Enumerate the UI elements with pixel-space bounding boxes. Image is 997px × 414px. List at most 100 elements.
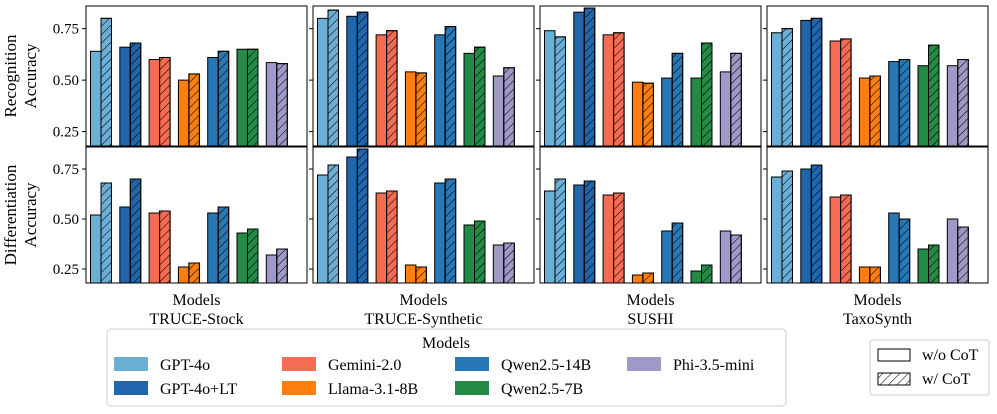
bar-wo-cot — [207, 56, 219, 147]
bar-wo-cot — [573, 184, 585, 284]
x-axis-label: Models — [627, 292, 675, 309]
bar-wo-cot — [463, 52, 475, 147]
legend-swatch — [455, 357, 489, 371]
bar-wo-cot — [602, 34, 615, 147]
dataset-label: TRUCE-Synthetic — [364, 311, 482, 328]
legend-swatch — [114, 357, 148, 371]
bar-wo-cot — [177, 79, 190, 147]
legend-frame — [106, 328, 787, 407]
models-legend: Models GPT-4o GPT-4o+LT Gemini-2.0 Llama-3.1… — [106, 328, 787, 407]
bar-w-cot-hatch — [276, 63, 288, 147]
panels-layer: Recognition Accuracy 0.25 0.50 0.75 Different… — [1, 5, 989, 328]
legend-label: Qwen2.5-14B — [501, 357, 591, 374]
bar-wo-cot — [492, 244, 505, 284]
row-title-1: DifferentiationAccuracy — [1, 164, 40, 265]
bar-wo-cot — [719, 71, 732, 147]
bar-w-cot-hatch — [356, 11, 369, 147]
bar-wo-cot — [800, 168, 812, 284]
bar-w-cot-hatch — [671, 52, 684, 147]
panel-frame — [312, 146, 535, 284]
bar-w-cot-hatch — [327, 9, 339, 147]
y-tick-label: 0.25 — [53, 125, 79, 141]
x-axis-label: Models — [854, 292, 902, 309]
panel-0-1 — [309, 5, 535, 147]
bar-wo-cot — [888, 212, 900, 284]
bar-w-cot-hatch — [415, 266, 427, 284]
legend-swatch — [282, 381, 316, 395]
bar-w-cot-hatch — [217, 206, 230, 284]
bar-wo-cot — [888, 61, 900, 147]
legend-swatch — [455, 381, 489, 395]
bar-wo-cot — [858, 77, 871, 147]
bar-w-cot-hatch — [642, 82, 654, 147]
bar-w-cot-hatch — [188, 262, 200, 284]
bar-w-cot-hatch — [247, 48, 259, 147]
panel-1-3: Models TaxoSynth — [763, 146, 989, 328]
bar-w-cot-hatch — [613, 32, 625, 147]
bar-wo-cot — [917, 65, 929, 147]
bar-wo-cot — [946, 65, 959, 147]
bar-wo-cot — [317, 17, 329, 147]
bar-w-cot-hatch — [613, 192, 625, 284]
bar-wo-cot — [858, 266, 871, 284]
bar-w-cot-hatch — [671, 222, 684, 284]
bar-wo-cot — [148, 59, 161, 147]
dataset-label: SUSHI — [627, 311, 673, 328]
bar-w-cot-hatch — [386, 190, 398, 284]
bar-wo-cot — [434, 182, 446, 284]
row-title-line: Recognition — [1, 34, 20, 118]
panel-0-2 — [536, 5, 762, 147]
bar-w-cot-hatch — [217, 50, 230, 147]
bar-w-cot-hatch — [957, 226, 969, 284]
bar-w-cot-hatch — [276, 248, 288, 284]
bar-wo-cot — [346, 15, 358, 147]
legend-label: GPT-4o — [160, 357, 210, 374]
bar-w-cot-hatch — [928, 244, 940, 284]
legend-swatch — [282, 357, 316, 371]
bar-w-cot-hatch — [730, 234, 742, 284]
bar-wo-cot — [119, 46, 131, 147]
bar-w-cot-hatch — [781, 170, 793, 284]
bar-wo-cot — [375, 192, 388, 284]
legend-label: GPT-4o+LT — [160, 381, 237, 398]
bar-wo-cot — [404, 264, 417, 284]
y-tick-label: 0.75 — [53, 22, 79, 38]
panel-0-3 — [763, 5, 989, 147]
bar-w-cot-hatch — [415, 72, 427, 147]
bar-w-cot-hatch — [898, 59, 911, 147]
row-title-line: Accuracy — [21, 182, 40, 248]
row-title-line: Differentiation — [1, 164, 20, 265]
panel-frame — [539, 5, 762, 147]
bar-wo-cot — [573, 11, 585, 147]
panel-1-0: 0.25 0.50 0.75 Models TRUCE-Stock — [53, 146, 308, 328]
legend-label: Llama-3.1-8B — [328, 381, 418, 398]
bar-wo-cot — [236, 232, 248, 284]
bar-wo-cot — [946, 218, 959, 284]
panel-frame — [766, 146, 989, 284]
bar-wo-cot — [236, 48, 248, 147]
panel-frame — [85, 146, 308, 284]
panel-1-1: Models TRUCE-Synthetic — [309, 146, 535, 328]
bar-wo-cot — [631, 274, 644, 284]
bar-wo-cot — [492, 75, 505, 147]
bar-w-cot-hatch — [928, 44, 940, 147]
cot-label-with: w/ CoT — [922, 371, 971, 388]
bar-w-cot-hatch — [100, 182, 112, 284]
y-tick-label: 0.50 — [53, 212, 79, 228]
bar-w-cot-hatch — [840, 194, 852, 284]
panel-frame — [312, 5, 535, 147]
bar-w-cot-hatch — [129, 178, 142, 284]
bar-w-cot-hatch — [503, 242, 515, 284]
panel-1-2: Models SUSHI — [536, 146, 762, 328]
x-axis-label: Models — [400, 292, 448, 309]
bar-w-cot-hatch — [583, 180, 596, 284]
bar-w-cot-hatch — [840, 38, 852, 147]
bar-w-cot-hatch — [554, 36, 566, 147]
bar-wo-cot — [265, 62, 278, 147]
bar-w-cot-hatch — [386, 30, 398, 147]
bar-w-cot-hatch — [129, 42, 142, 147]
bar-w-cot-hatch — [869, 75, 881, 147]
bar-w-cot-hatch — [642, 272, 654, 284]
bar-w-cot-hatch — [444, 178, 457, 284]
